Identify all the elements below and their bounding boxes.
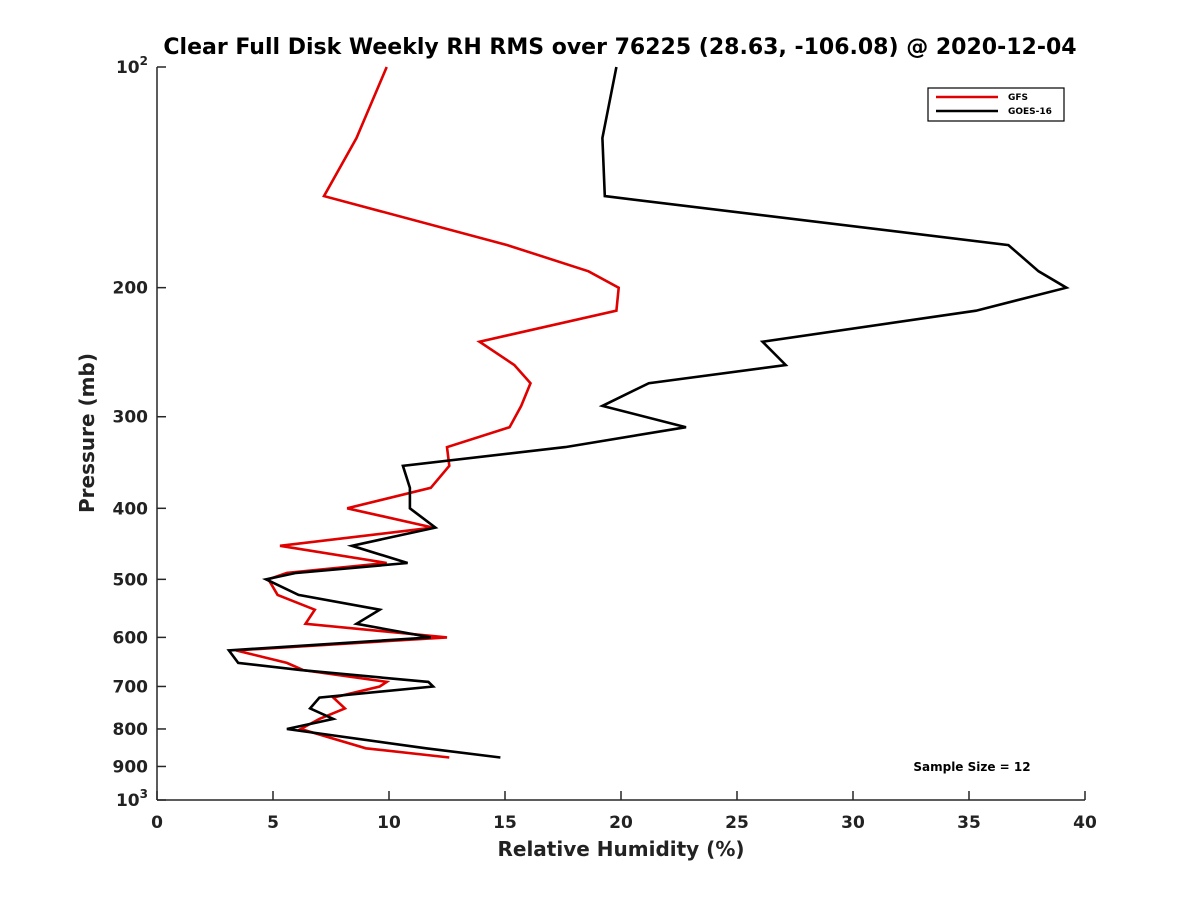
legend-label-gfs: GFS <box>1008 93 1028 103</box>
x-tick-label-5: 5 <box>267 813 279 833</box>
series-line-goes-16 <box>226 66 1070 759</box>
x-tick-label-40: 40 <box>1073 813 1097 833</box>
y-tick-label-100: 102 <box>116 54 148 78</box>
x-tick-label-30: 30 <box>841 813 865 833</box>
x-tick-label-10: 10 <box>377 813 401 833</box>
x-axis-label: Relative Humidity (%) <box>497 837 744 861</box>
series-line-gfs <box>235 66 621 759</box>
y-tick-label-300: 300 <box>113 408 149 428</box>
x-tick-label-0: 0 <box>151 813 163 833</box>
legend: GFS GOES-16 <box>927 87 1065 122</box>
x-tick-label-15: 15 <box>493 813 517 833</box>
y-tick-label-400: 400 <box>113 499 149 519</box>
legend-box <box>927 87 1065 122</box>
x-tick-label-25: 25 <box>725 813 749 833</box>
sample-size-annotation: Sample Size = 12 <box>913 760 1030 774</box>
x-tick-label-35: 35 <box>957 813 981 833</box>
plot-area: 0 5 10 15 20 25 30 35 40 102 200 300 400 500 600 700 800… <box>113 54 1097 833</box>
chart-title: Clear Full Disk Weekly RH RMS over 76225… <box>163 35 1076 60</box>
y-tick-label-600: 600 <box>113 628 149 648</box>
y-tick-label-200: 200 <box>113 279 149 299</box>
y-tick-label-800: 800 <box>113 720 149 740</box>
y-axis-label: Pressure (mb) <box>75 353 99 513</box>
y-tick-label-700: 700 <box>113 677 149 697</box>
legend-label-goes-16: GOES-16 <box>1008 107 1052 117</box>
y-tick-label-900: 900 <box>113 757 149 777</box>
y-tick-label-500: 500 <box>113 570 149 590</box>
y-tick-label-1000: 103 <box>116 787 148 811</box>
x-tick-label-20: 20 <box>609 813 633 833</box>
